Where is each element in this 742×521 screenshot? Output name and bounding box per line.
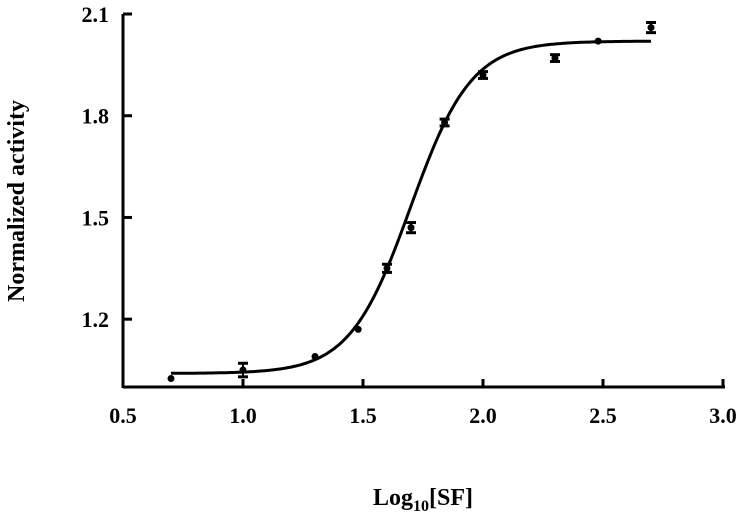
data-point <box>311 352 319 360</box>
data-point <box>441 119 449 127</box>
data-point <box>239 366 247 374</box>
data-points <box>167 20 656 383</box>
x-tick-label: 1.5 <box>349 403 377 428</box>
axes <box>121 12 725 389</box>
data-point <box>594 37 602 45</box>
data-point <box>551 54 559 62</box>
x-tick-label: 2.5 <box>589 403 617 428</box>
y-tick-label: 1.2 <box>82 307 110 332</box>
x-tick-label: 1.0 <box>229 403 257 428</box>
data-point <box>383 264 391 272</box>
x-tick-label: 0.5 <box>109 403 137 428</box>
y-tick-label: 2.1 <box>82 2 110 27</box>
data-point <box>407 224 415 232</box>
data-point <box>647 24 655 32</box>
tick-labels: 0.5 1.0 1.5 2.0 2.5 3.0 1.2 1.5 1.8 2.1 <box>82 2 737 428</box>
fit-curve <box>171 39 652 375</box>
x-axis-label-sub: 10 <box>413 498 429 515</box>
data-point <box>354 325 362 333</box>
y-tick-label: 1.5 <box>82 205 110 230</box>
y-tick-label: 1.8 <box>82 104 110 129</box>
x-axis-label: Log10[SF] <box>373 485 473 515</box>
data-point <box>479 71 487 79</box>
x-axis-label-rest: [SF] <box>429 485 473 511</box>
x-tick-label: 2.0 <box>469 403 497 428</box>
y-axis-label: Normalized activity <box>4 100 30 302</box>
x-axis-label-main: Log <box>373 485 413 511</box>
x-tick-label: 3.0 <box>709 403 737 428</box>
data-point <box>167 375 175 383</box>
